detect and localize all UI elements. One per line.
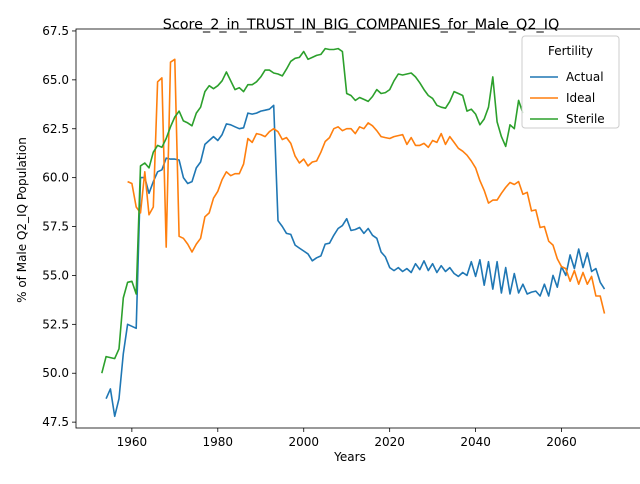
y-tick-label: 60.0 [42,171,69,185]
x-tick-label: 1960 [117,435,148,449]
y-tick-label: 67.5 [42,24,69,38]
x-tick-label: 2000 [288,435,319,449]
x-axis-label: Years [333,450,366,464]
y-axis: 47.5 50.0 52.5 55.0 57.5 60.0 62.5 65.0 67.5 [42,24,76,429]
y-tick-label: 62.5 [42,122,69,136]
y-tick-label: 65.0 [42,73,69,87]
x-tick-label: 2040 [460,435,491,449]
y-tick-label: 57.5 [42,220,69,234]
series-line-actual [105,104,606,418]
legend-title: Fertility [548,44,593,58]
legend-label-sterile: Sterile [566,112,605,126]
chart-title: Score_2_in_TRUST_IN_BIG_COMPANIES_for_Ma… [163,17,560,33]
plot-area [75,28,640,429]
x-axis: 1960 1980 2000 2020 2040 2060 [117,428,577,449]
legend-label-actual: Actual [566,70,604,84]
x-tick-label: 2060 [546,435,577,449]
y-tick-label: 50.0 [42,366,69,380]
y-tick-label: 55.0 [42,268,69,282]
legend-label-ideal: Ideal [566,91,595,105]
legend-box [521,35,620,129]
series-lines [101,47,606,418]
legend: Fertility Actual Ideal Sterile [521,35,620,129]
x-tick-label: 2020 [374,435,405,449]
x-tick-label: 1980 [203,435,234,449]
y-tick-label: 47.5 [42,415,69,429]
series-line-ideal [127,58,606,314]
y-axis-label: % of Male Q2_IQ Population [15,137,29,303]
series-line-sterile [101,47,524,374]
y-tick-label: 52.5 [42,317,69,331]
